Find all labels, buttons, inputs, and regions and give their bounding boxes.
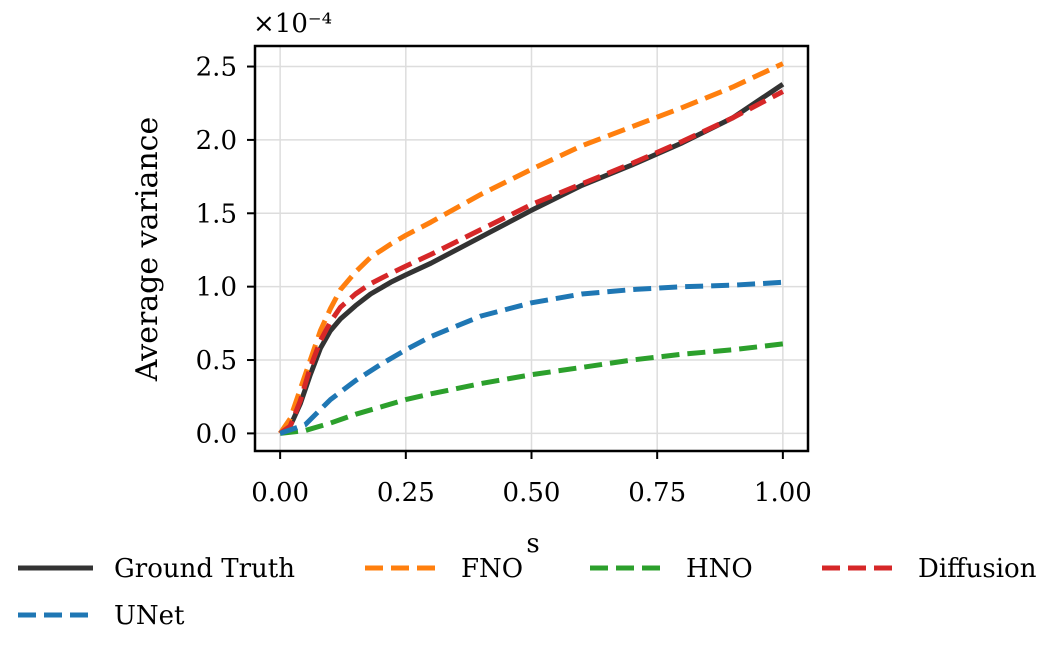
series-line-unet: [279, 279, 784, 436]
legend-label: HNO: [686, 554, 753, 584]
y-axis-label: Average variance: [130, 117, 165, 382]
y-axis-ticks: 0.0 0.5 1.0 1.5 2.0 2.5: [196, 53, 255, 449]
x-axis-ticks: 0.00 0.25 0.50 0.75 1.00: [251, 451, 812, 508]
series-line-fno: [278, 61, 784, 435]
legend-label: FNO: [461, 554, 523, 584]
y-tick-label: 0.0: [196, 419, 237, 449]
x-tick-label: 0.50: [503, 478, 561, 508]
x-tick-label: 1.00: [754, 478, 812, 508]
legend: Ground Truth FNO HNO Diffusion UNet: [18, 554, 1037, 631]
grid: [255, 46, 808, 451]
legend-label: UNet: [114, 601, 185, 631]
x-tick-label: 0.25: [377, 478, 435, 508]
y-tick-label: 2.5: [196, 53, 237, 83]
y-tick-label: 1.0: [196, 273, 237, 303]
y-axis-scale-label: ×10⁻⁴: [253, 9, 332, 39]
series-line-hno: [279, 341, 784, 436]
series-lines: [278, 61, 785, 436]
y-tick-label: 2.0: [196, 126, 237, 156]
series-line-diffusion: [278, 89, 785, 436]
y-tick-label: 0.5: [196, 346, 237, 376]
legend-label: Ground Truth: [114, 554, 295, 584]
legend-label: Diffusion: [918, 554, 1037, 584]
y-tick-label: 1.5: [196, 199, 237, 229]
x-tick-label: 0.75: [628, 478, 686, 508]
x-axis-label: s: [526, 529, 539, 559]
x-tick-label: 0.00: [251, 478, 309, 508]
